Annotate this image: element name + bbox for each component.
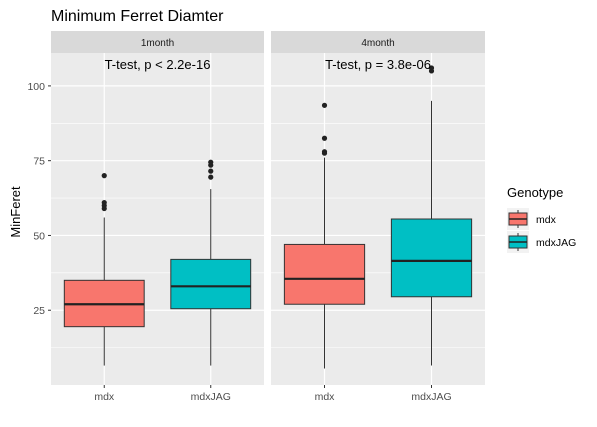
box-mdxJAG xyxy=(170,159,252,366)
outlier-point xyxy=(208,159,214,165)
legend-entry-label: mdxJAG xyxy=(536,237,576,249)
y-axis-label: MinFeret xyxy=(8,186,23,238)
y-axis: 25 50 75 100 xyxy=(27,81,51,317)
y-tick-label: 50 xyxy=(33,230,45,242)
panel-strip xyxy=(271,31,485,53)
outlier-point xyxy=(321,102,328,108)
outlier-point xyxy=(208,174,214,180)
outlier-point xyxy=(101,173,107,179)
ttest-annotation: T-test, p = 3.8e-06 xyxy=(325,57,431,72)
x-tick-label: mdx xyxy=(94,391,115,403)
x-tick-label: mdx xyxy=(315,391,336,403)
x-tick-label: mdxJAG xyxy=(411,391,451,403)
outlier-point xyxy=(208,168,214,174)
box-mdx xyxy=(63,173,145,366)
legend-entry-mdxJAG: mdxJAG xyxy=(507,231,576,253)
box-mdxJAG xyxy=(390,65,473,366)
y-tick-label: 25 xyxy=(33,305,45,317)
panel-strip xyxy=(51,31,264,53)
box-iqr xyxy=(283,243,366,305)
chart-title: Minimum Ferret Diamter xyxy=(51,8,224,25)
box-iqr xyxy=(390,218,473,298)
panel-strip-label: 1month xyxy=(141,38,174,49)
y-tick-label: 75 xyxy=(33,156,45,168)
box-iqr xyxy=(170,258,252,310)
legend-title: Genotype xyxy=(507,185,563,200)
outlier-point xyxy=(321,135,328,141)
outlier-point xyxy=(321,149,328,155)
panel-strip-label: 4month xyxy=(361,38,394,49)
ttest-annotation: T-test, p < 2.2e-16 xyxy=(105,57,211,72)
y-tick-label: 100 xyxy=(27,81,45,93)
box-mdx xyxy=(283,102,366,369)
legend-entry-label: mdx xyxy=(536,214,557,226)
legend: Genotype mdx mdxJAG xyxy=(507,185,576,253)
panel-1month: 1month mdx mdxJAG T-test, p < 2.2e-16 xyxy=(51,31,264,403)
panel-4month: 4month mdx mdxJAG T-test, p = 3.8e-06 xyxy=(271,31,485,403)
panel-background xyxy=(51,53,264,385)
x-tick-label: mdxJAG xyxy=(191,391,231,403)
outlier-point xyxy=(428,65,435,71)
plot-panels: 1month mdx mdxJAG T-test, p < 2.2e-16 4month… xyxy=(51,31,485,403)
legend-entry-mdx: mdx xyxy=(507,208,557,230)
outlier-point xyxy=(101,199,107,206)
